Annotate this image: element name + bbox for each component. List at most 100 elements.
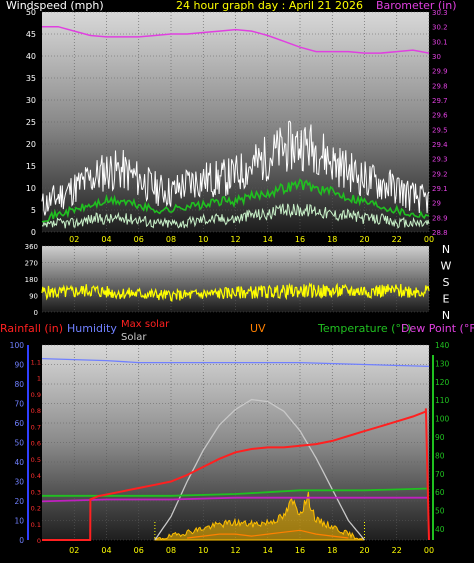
rain-y-tick-label: 0.4 [31,472,41,480]
wind-avg-line [41,178,430,223]
rain-y-tick-label: 0.6 [31,440,41,448]
temp-y-tick-label: 90 [435,433,445,442]
baro-y-tick-label: 29.4 [432,141,448,149]
wind-axis-title: Windspeed (mph) [6,0,104,12]
humidity-y-tick-label: 100 [10,341,25,350]
humidity-y-tick-label: 40 [14,458,24,467]
rain-y-tick-label: 0.7 [31,423,41,431]
temp-y-tick-label: 140 [435,341,450,350]
wind-x-tick-label: 06 [134,235,144,244]
compass-label: E [443,293,450,306]
dew-point-line [41,496,429,503]
temp-y-tick-label: 50 [435,507,445,516]
compass-label: W [441,260,452,273]
rain-x-tick-label: 04 [101,546,111,555]
humidity-y-tick-label: 10 [14,517,24,526]
baro-y-tick-label: 29.8 [432,82,448,90]
max-solar-curve [154,398,365,541]
data-series [41,25,430,541]
rainfall-line [42,408,430,541]
legend-solar: Solar [121,332,147,343]
rain-y-tick-label: 1.1 [31,358,41,366]
rain-x-tick-label: 00 [424,546,434,555]
baro-y-tick-label: 29.1 [432,185,448,193]
rain-x-tick-label: 22 [392,546,402,555]
wind-direction-line [41,282,430,302]
wind-x-tick-label: 20 [359,235,369,244]
legend-rainfall: Rainfall (in) [0,322,63,335]
rain-y-tick-label: 0.8 [31,407,41,415]
direction-y-tick-label: 90 [29,293,38,301]
wind-y-tick-label: 30 [26,96,36,105]
wind-y-tick-label: 40 [26,52,36,61]
wind-low-line [41,203,430,229]
compass-label: N [442,243,450,256]
temp-y-tick-label: 80 [435,451,445,460]
rain-y-tick-label: 0.9 [31,391,41,399]
legend-humidity: Humidity [67,322,117,335]
humidity-y-tick-label: 0 [19,536,24,545]
humidity-y-tick-label: 90 [14,361,24,370]
rain-y-tick-label: 1 [37,375,41,383]
legend-temperature: Temperature (°F) [317,322,412,335]
direction-y-tick-label: 270 [25,260,38,268]
temp-y-tick-label: 110 [435,396,450,405]
baro-y-tick-label: 29.3 [432,156,448,164]
wind-x-tick-label: 18 [327,235,337,244]
baro-y-tick-label: 28.9 [432,214,448,222]
wind-x-tick-label: 04 [101,235,111,244]
wind-x-tick-label: 00 [424,235,434,244]
rain-x-tick-label: 20 [359,546,369,555]
wind-y-tick-label: 45 [26,30,36,39]
legend-uv: UV [250,322,266,335]
baro-y-tick-label: 30.2 [432,24,448,32]
baro-y-tick-label: 29.2 [432,170,448,178]
wind-x-tick-label: 22 [392,235,402,244]
rain-x-tick-label: 10 [198,546,208,555]
rain-x-tick-label: 18 [327,546,337,555]
temperature-line [42,487,430,497]
baro-y-tick-label: 30.1 [432,38,448,46]
temp-y-tick-label: 40 [435,525,445,534]
wind-y-tick-label: 0 [31,228,36,237]
wind-x-tick-label: 16 [295,235,305,244]
humidity-y-tick-label: 70 [14,400,24,409]
wind-y-tick-label: 25 [26,118,36,127]
legend-dew-point: Dew Point (°F) [401,322,474,335]
rain-y-tick-label: 0.2 [31,505,41,513]
baro-y-tick-label: 28.8 [432,229,448,237]
temp-y-tick-label: 70 [435,470,445,479]
compass-label: N [442,309,450,322]
baro-y-tick-label: 29.7 [432,97,448,105]
wind-y-tick-label: 50 [26,8,36,17]
baro-y-tick-label: 30.3 [432,9,448,17]
temp-y-tick-label: 60 [435,488,445,497]
baro-y-tick-label: 29.5 [432,126,448,134]
humidity-y-tick-label: 30 [14,478,24,487]
compass-label: S [443,276,450,289]
rain-x-tick-label: 02 [69,546,79,555]
humidity-y-tick-label: 80 [14,380,24,389]
rain-x-tick-label: 06 [134,546,144,555]
wind-x-tick-label: 08 [166,235,176,244]
rain-x-tick-label: 14 [263,546,273,555]
rain-y-tick-label: 0.3 [31,488,41,496]
rain-y-tick-label: 0.1 [31,521,41,529]
humidity-y-tick-label: 50 [14,439,24,448]
wind-y-tick-label: 20 [26,140,36,149]
rain-x-tick-label: 08 [166,546,176,555]
temp-y-tick-label: 100 [435,415,450,424]
chart-title: 24 hour graph day : April 21 2026 [176,0,363,12]
wind-y-tick-label: 15 [26,162,36,171]
wind-x-tick-label: 10 [198,235,208,244]
direction-y-tick-label: 360 [25,243,38,251]
temp-y-tick-label: 120 [435,378,450,387]
rain-y-tick-label: 0.5 [31,456,41,464]
wind-x-tick-label: 14 [263,235,273,244]
wind-y-tick-label: 35 [26,74,36,83]
baro-y-tick-label: 29.6 [432,112,448,120]
wind-y-tick-label: 5 [31,206,36,215]
baro-axis-title: Barometer (in) [376,0,457,12]
humidity-y-tick-label: 60 [14,419,24,428]
